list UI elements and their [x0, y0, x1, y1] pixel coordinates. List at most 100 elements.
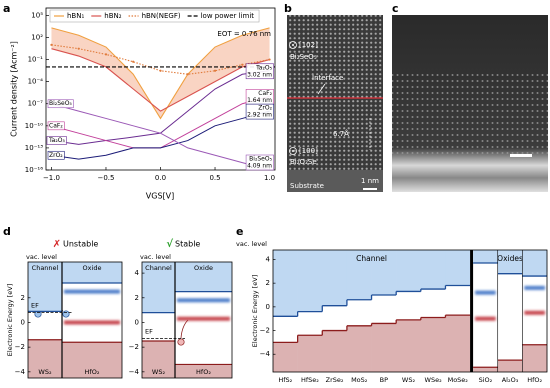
y-axis-label: Current density [Acm⁻²] [10, 41, 19, 137]
x-tick-label: −0.5 [97, 174, 114, 182]
micrograph-c [392, 15, 548, 192]
x-tick-label: SiO₂ [479, 376, 493, 384]
y-tick-label: −2 [260, 327, 270, 335]
conduction-band-fill [175, 262, 232, 292]
oxide-line [51, 110, 270, 160]
oxide-label: CaF₂ [49, 122, 63, 129]
oxide-label: 1.64 nm [247, 97, 272, 104]
defect-band [64, 320, 120, 325]
transfer-arrow [180, 319, 189, 339]
x-tick-label: 1.0 [264, 174, 275, 182]
y-tick-label: 10⁻⁴ [28, 78, 44, 86]
conduction-band-fill [322, 250, 348, 306]
title: Unstable [63, 240, 98, 249]
y-tick-label: 4 [135, 269, 140, 277]
title: Stable [175, 240, 200, 249]
electron-icon [62, 310, 70, 318]
x-tick-label: MoSe₂ [448, 376, 469, 384]
valence-band-fill [396, 319, 422, 372]
conduction-band-fill [497, 250, 523, 274]
series-line [51, 48, 270, 112]
x-axis-label: VGS[V] [146, 192, 174, 201]
label-box [245, 63, 274, 80]
y-tick-label: 2 [21, 294, 25, 302]
y-tick-label: 0 [21, 318, 25, 326]
defect-band [177, 298, 230, 303]
region-name: Channel [145, 264, 172, 272]
x-tick-label: WSe₂ [425, 376, 443, 384]
x-tick-label: WS₂ [402, 376, 416, 384]
x-tick-label: HfSe₂ [301, 376, 319, 384]
y-tick-label: 0 [266, 303, 270, 311]
plot-frame [27, 261, 123, 379]
oxide-label: ZrO₂ [49, 152, 63, 159]
y-tick-label: 10⁻¹⁰ [25, 122, 43, 130]
lattice [392, 70, 548, 158]
fermi-label: EF [31, 302, 39, 310]
point [104, 53, 108, 56]
scale-bar [363, 188, 377, 190]
label-box [47, 121, 65, 131]
zone-axis-icon [292, 44, 294, 46]
valence-band-fill [346, 325, 372, 372]
defect-band [177, 316, 230, 321]
valence-band-fill [522, 344, 548, 372]
x-tick-label: −1.0 [43, 174, 60, 182]
group-label: Oxides [497, 254, 523, 263]
conduction-band-fill [62, 262, 122, 283]
zone-label: [100] [299, 147, 318, 155]
y-tick-label: 10² [31, 33, 43, 41]
defect-band [475, 316, 496, 321]
valence-band-fill [28, 339, 62, 378]
conduction-band-fill [273, 250, 298, 317]
conduction-band-fill [28, 262, 62, 312]
valence-band-fill [473, 367, 499, 372]
plot-frame [45, 7, 276, 171]
valence-band-fill [142, 340, 175, 378]
y-tick-label: 10⁻¹ [28, 56, 44, 64]
label-box [245, 103, 274, 120]
defect-band [64, 289, 120, 294]
material-label: WS₂ [152, 368, 166, 376]
conduction-band-fill [297, 250, 323, 312]
panel-label: e [236, 225, 243, 238]
label-box [46, 136, 67, 145]
material-label: HfO₂ [196, 368, 211, 376]
valence-band-fill [420, 317, 446, 372]
legend-label: hBN₁ [67, 12, 84, 20]
x-tick-label: BP [380, 376, 388, 384]
label-box [245, 154, 274, 171]
point [50, 43, 53, 46]
x-tick-label: HfS₂ [278, 376, 292, 384]
conduction-band-fill [346, 250, 372, 300]
material-label: HfO₂ [85, 368, 100, 376]
plot-frame [272, 249, 548, 373]
oxide-label: 2.92 nm [247, 112, 272, 119]
panel-label: a [3, 2, 10, 15]
x-tick-label: 0.0 [155, 174, 166, 182]
x-tick-label: MoS₂ [351, 376, 368, 384]
x-tick-label: Al₂O₃ [502, 376, 519, 384]
series-line [51, 27, 270, 120]
panel-label: b [284, 2, 292, 15]
lattice [287, 15, 383, 170]
y-axis-label: Electronic Energy [eV] [6, 284, 14, 356]
group-label: Channel [356, 254, 387, 263]
conduction-band-fill [396, 250, 422, 292]
plot-frame [141, 261, 233, 379]
scale-label: 1 nm [361, 177, 379, 185]
conduction-band-fill [522, 250, 548, 277]
defect-band [524, 310, 545, 315]
zone-axis-icon [292, 150, 294, 152]
valence-band-fill [297, 335, 323, 372]
label-box [47, 99, 74, 109]
title-mark: ✗ [53, 239, 61, 250]
valence-band-fill [497, 360, 523, 372]
conduction-band-fill [420, 250, 446, 290]
material-label: Bi₂O₂Se [290, 158, 317, 166]
material-label: Bi₂SeO₅ [290, 53, 317, 61]
y-tick-label: 10⁻⁷ [28, 100, 44, 108]
point [241, 63, 244, 66]
defect-band [475, 290, 496, 295]
